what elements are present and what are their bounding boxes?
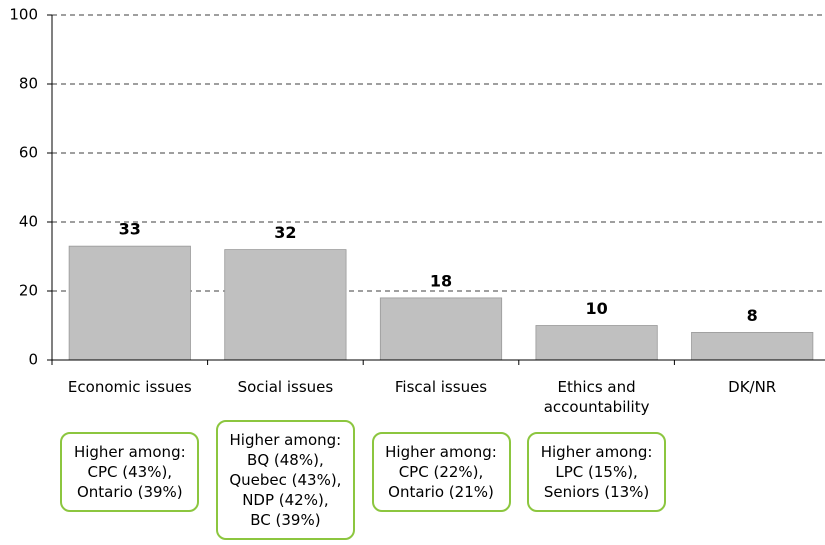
bar [691,331,814,361]
y-tick-label: 40 [19,213,38,231]
value-label: 8 [747,306,758,325]
x-tick-label: Fiscal issues [394,378,488,396]
y-tick-label: 20 [19,282,38,300]
annotation-line: Higher among: [385,443,497,461]
annotation-line: Ontario (21%) [388,483,494,501]
y-tick-label: 80 [19,75,38,93]
annotation-line: CPC (22%), [398,463,484,481]
x-tick-label: Economic issues [67,378,192,396]
bar [68,245,191,361]
y-tick-label: 0 [28,351,38,369]
annotation-line: BQ (48%), [247,451,324,469]
bar [535,325,658,361]
x-tick-label: Social issues [237,378,334,396]
annotation-line: Ontario (39%) [76,483,183,501]
x-tick-label: Ethics and accountability [543,378,650,416]
value-label: 10 [585,299,607,318]
annotation-box: Higher among: CPC (43%), Ontario (39%) [60,432,200,512]
annotation-line: Higher among: [229,431,342,449]
annotation-box: Higher among: CPC (22%), Ontario (21%) [371,432,511,512]
x-tick-label: DK/NR [728,378,777,396]
annotation-line: Seniors (13%) [543,483,650,501]
annotation-line: CPC (43%), [87,463,173,481]
bar [224,249,347,361]
annotation-line: LPC (15%), [555,463,638,481]
y-tick-label: 100 [9,6,38,24]
value-label: 18 [430,271,452,290]
annotation-line: Quebec (43%), [229,471,342,489]
bar [379,297,503,361]
y-tick-label: 60 [19,144,38,162]
annotation-line: BC (39%) [250,511,321,529]
value-label: 33 [119,220,141,239]
annotation-line: NDP (42%), [242,491,329,509]
annotation-box: Higher among: LPC (15%), Seniors (13%) [527,432,667,512]
annotation-box: Higher among: BQ (48%), Quebec (43%), NDP (… [215,420,355,540]
value-label: 32 [274,223,296,242]
annotation-line: Higher among: [73,443,186,461]
annotation-line: Higher among: [540,443,653,461]
